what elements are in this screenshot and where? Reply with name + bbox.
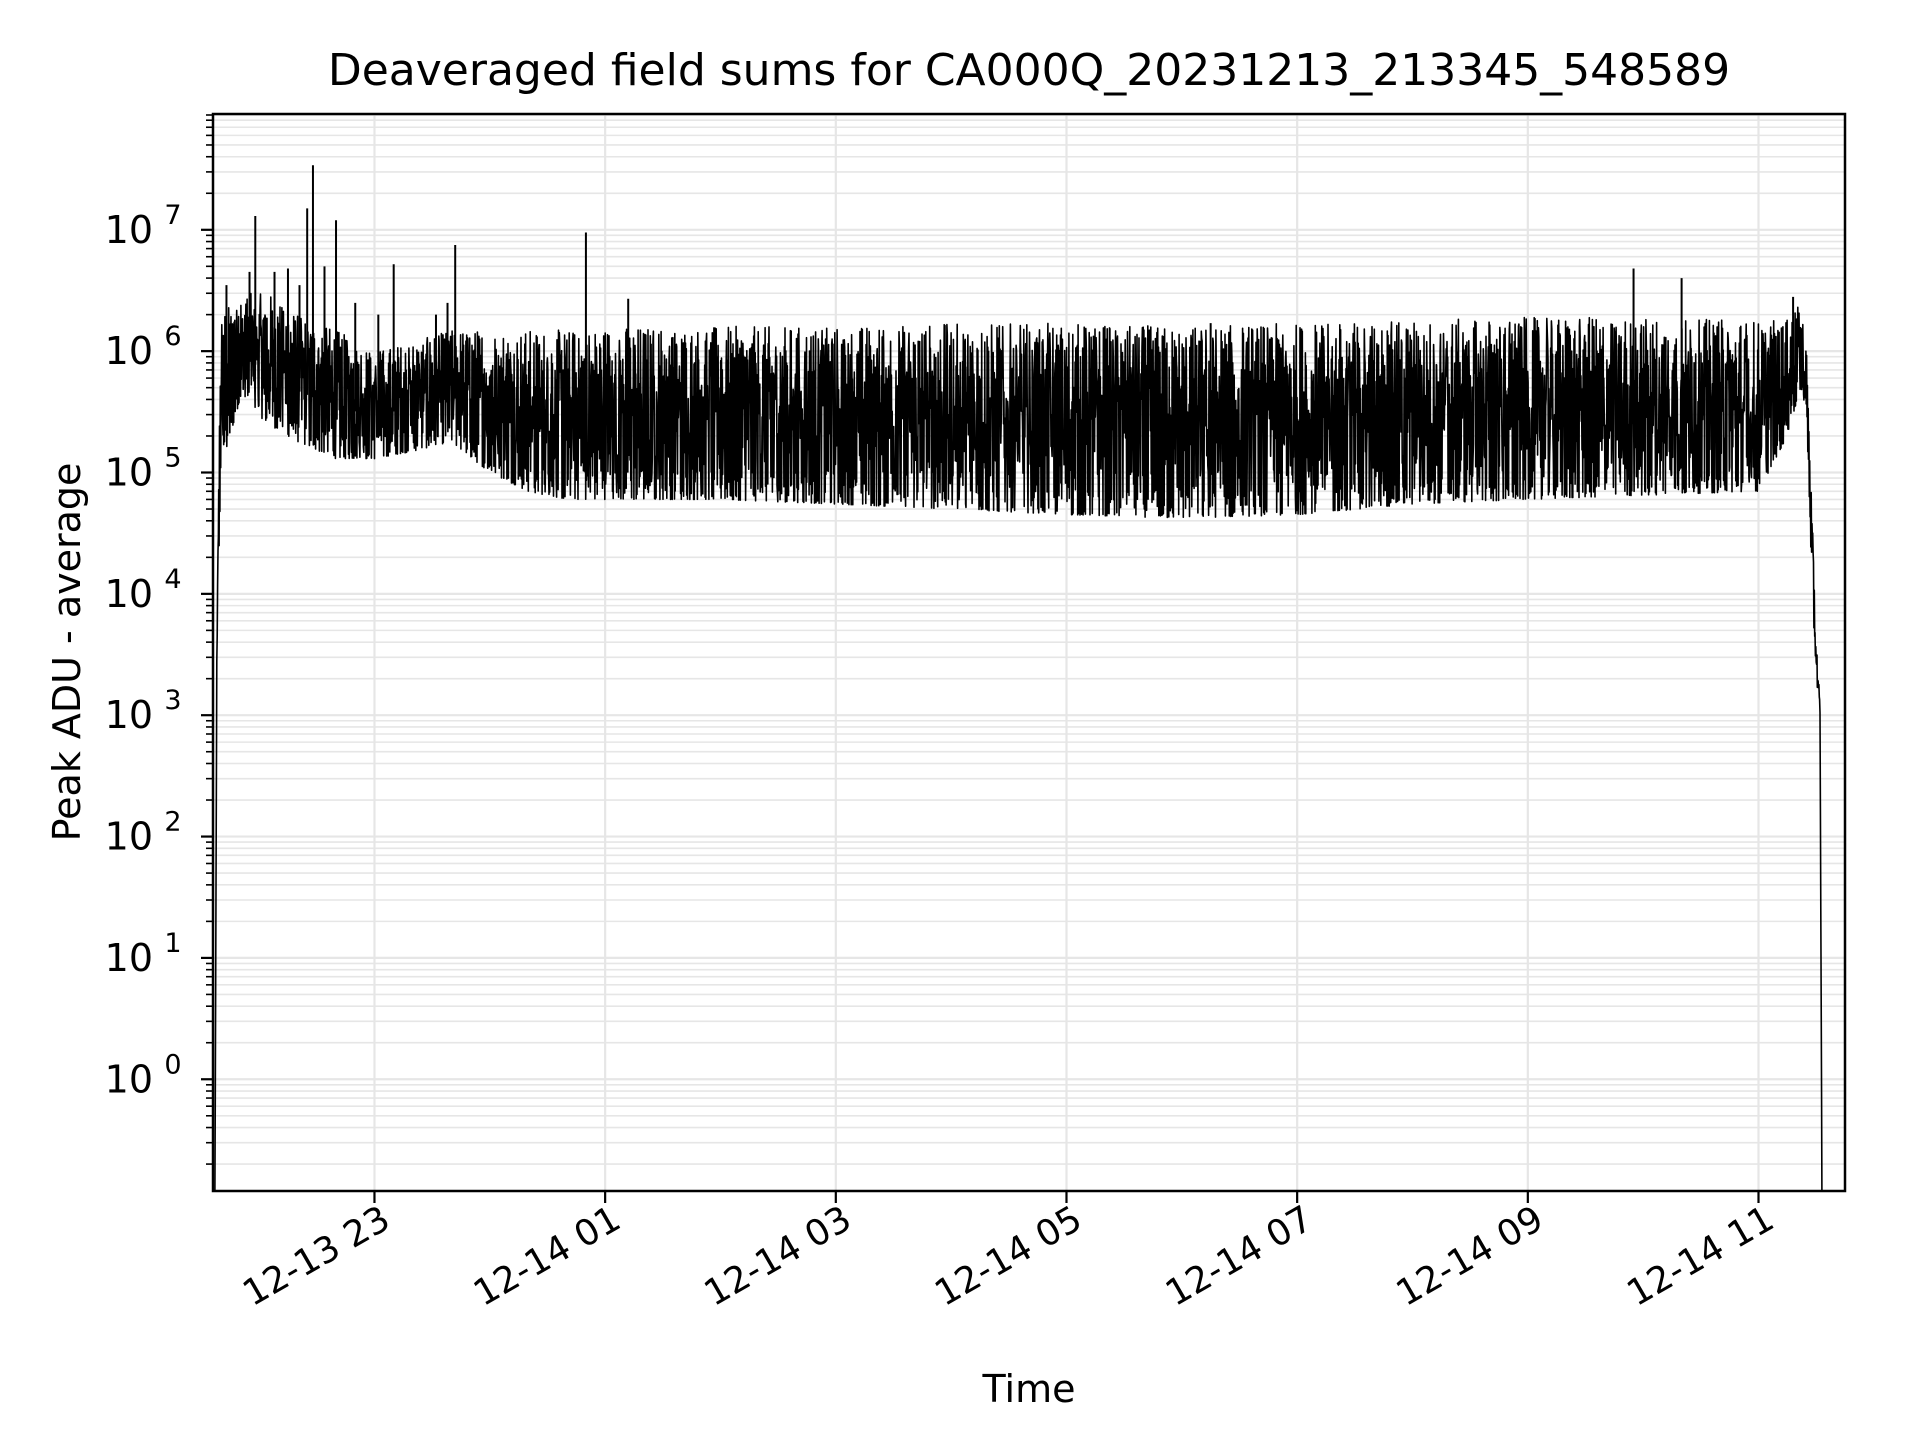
y-tick-exponent: 6	[164, 321, 181, 352]
plot-frame	[211, 112, 1847, 1193]
y-tick-exponent: 3	[164, 685, 181, 716]
y-tick-label: 10	[105, 329, 153, 373]
y-tick-label: 10	[105, 451, 153, 495]
y-tick-exponent: 5	[164, 443, 181, 474]
y-tick-label: 10	[105, 693, 153, 737]
data-series	[214, 165, 1823, 1191]
y-tick-label: 10	[105, 208, 153, 252]
y-tick-exponent: 4	[164, 564, 181, 595]
y-tick-label: 10	[105, 936, 153, 980]
series-line	[214, 292, 1823, 1191]
y-tick-exponent: 2	[164, 807, 181, 838]
chart-title: Deaveraged field sums for CA000Q_2023121…	[328, 45, 1730, 96]
x-axis-label: Time	[982, 1367, 1076, 1411]
y-tick-exponent: 7	[164, 200, 181, 231]
y-tick-label: 10	[105, 815, 153, 859]
y-tick-label: 10	[105, 572, 153, 616]
y-tick-label: 10	[105, 1057, 153, 1101]
y-tick-exponent: 1	[164, 928, 181, 959]
y-axis-label: Peak ADU - average	[45, 463, 89, 842]
y-tick-exponent: 0	[164, 1049, 181, 1080]
